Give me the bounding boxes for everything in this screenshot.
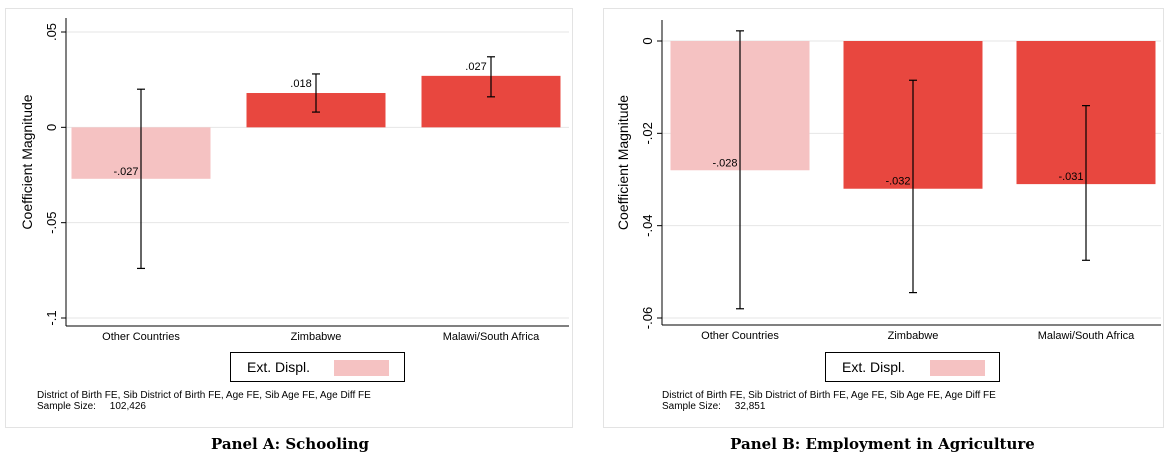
legend-a-swatch	[334, 360, 389, 376]
x-tick-label: Malawi/South Africa	[1038, 330, 1135, 342]
x-tick-label: Malawi/South Africa	[443, 331, 540, 343]
panel-b-caption: Panel B: Employment in Agriculture	[730, 435, 1035, 453]
bar-value-label: .018	[290, 78, 311, 90]
chart-a-svg: .05 0 -.05 -.1 Coefficient Magnitude -.027 .01…	[19, 18, 569, 343]
panel-a: .05 0 -.05 -.1 Coefficient Magnitude -.027 .01…	[0, 0, 580, 458]
notes-a: District of Birth FE, Sib District of Bi…	[37, 390, 371, 412]
panel-a-caption: Panel A: Schooling	[210, 435, 370, 453]
bar-value-label: -.032	[885, 176, 910, 188]
x-tick-label: Other Countries	[701, 330, 779, 342]
legend-a: Ext. Displ.	[230, 352, 405, 382]
y-tick-label: .05	[44, 23, 59, 41]
y-tick-label: 0	[640, 37, 655, 44]
notes-b: District of Birth FE, Sib District of Bi…	[662, 390, 996, 412]
legend-b-label: Ext. Displ.	[842, 359, 906, 375]
y-tick-label: 0	[44, 124, 59, 131]
bar-value-label: -.028	[712, 157, 737, 169]
x-tick-label: Other Countries	[102, 331, 180, 343]
y-tick-label: -.02	[640, 122, 655, 144]
y-axis-label: Coefficient Magnitude	[19, 94, 35, 229]
notes-a-line-2: Sample Size: 102,426	[37, 401, 146, 412]
bar-value-label: -.031	[1058, 171, 1083, 183]
y-tick-label: -.1	[44, 310, 59, 325]
bar-value-label: .027	[465, 61, 486, 73]
notes-b-line-1: District of Birth FE, Sib District of Bi…	[662, 390, 996, 401]
y-tick-label: -.05	[44, 211, 59, 233]
legend-a-label: Ext. Displ.	[247, 359, 311, 375]
x-tick-label: Zimbabwe	[291, 331, 342, 343]
bar-value-label: -.027	[113, 166, 138, 178]
y-tick-label: -.06	[640, 307, 655, 329]
notes-a-line-1: District of Birth FE, Sib District of Bi…	[37, 390, 371, 401]
y-tick-label: -.04	[640, 214, 655, 236]
notes-b-line-2: Sample Size: 32,851	[662, 401, 766, 412]
panel-b: 0 -.02 -.04 -.06 Coefficient Magnitude -.028 -…	[593, 0, 1172, 458]
y-axis-label: Coefficient Magnitude	[615, 95, 631, 230]
chart-b-svg: 0 -.02 -.04 -.06 Coefficient Magnitude -.028 -…	[615, 20, 1161, 342]
legend-b: Ext. Displ.	[825, 352, 1000, 382]
legend-b-swatch	[930, 360, 985, 376]
x-tick-label: Zimbabwe	[888, 330, 939, 342]
